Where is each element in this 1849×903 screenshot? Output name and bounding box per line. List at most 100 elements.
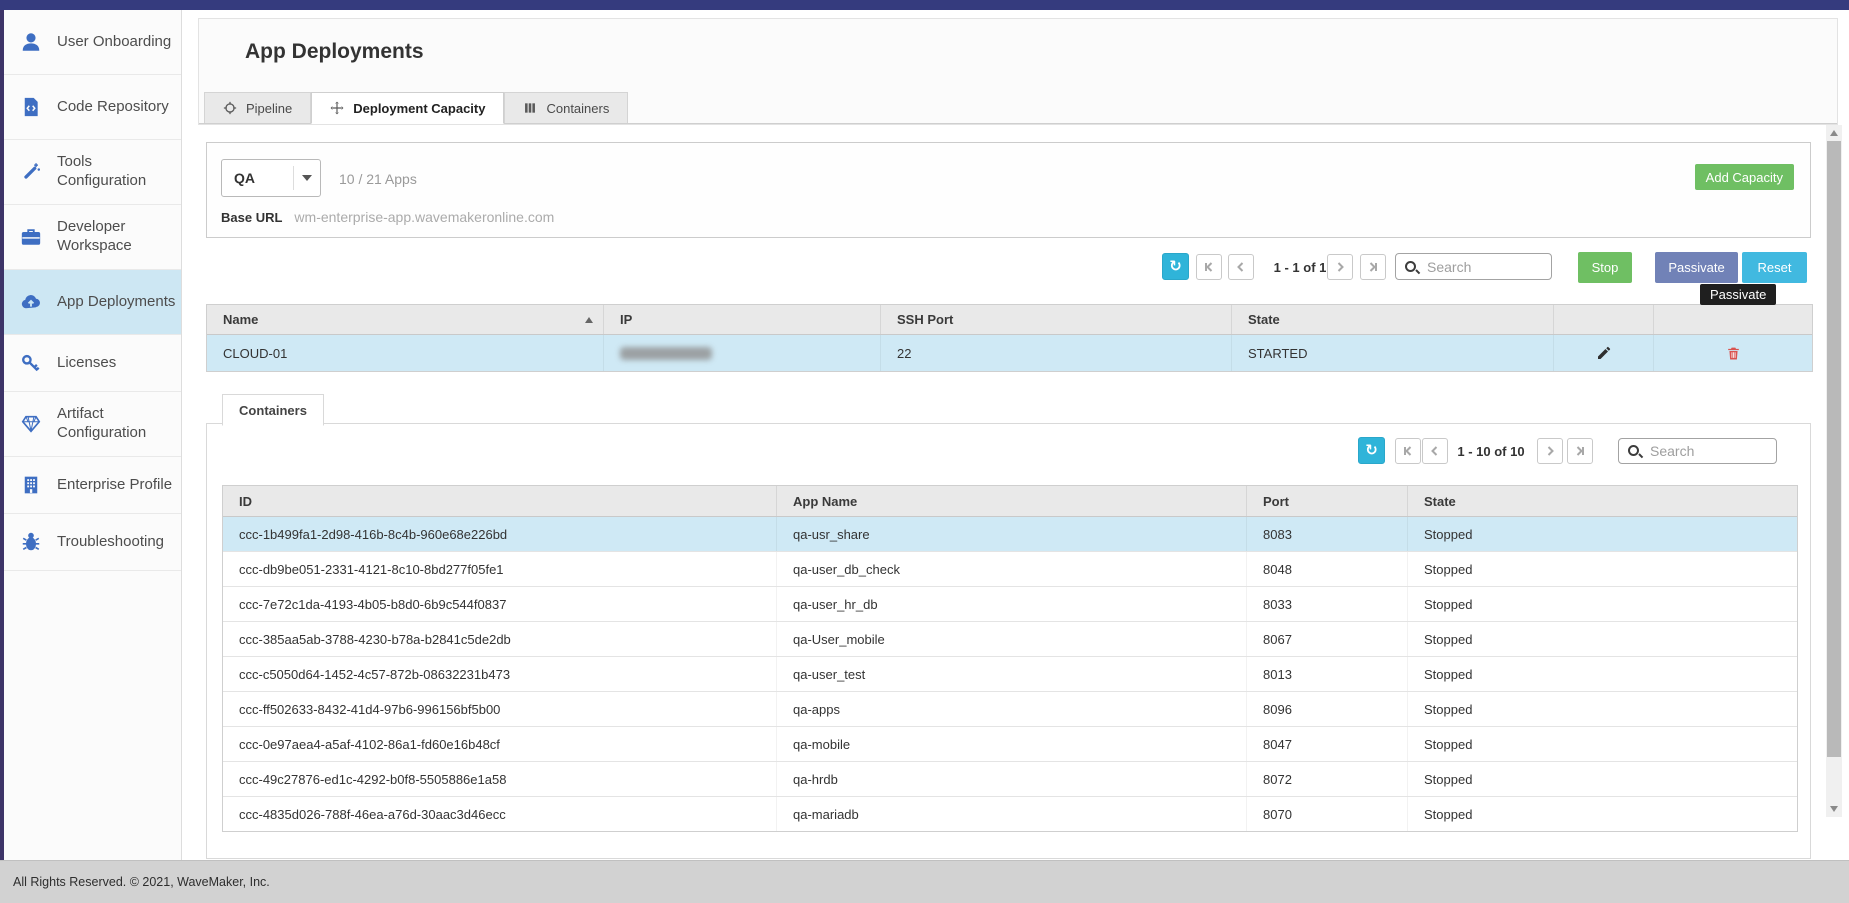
- containers-prev-page-button[interactable]: [1422, 438, 1448, 464]
- vm-last-page-button[interactable]: [1360, 254, 1386, 280]
- move-arrows-icon: [330, 101, 344, 115]
- left-edge-strip: [0, 0, 4, 860]
- vm-state-cell: STARTED: [1232, 335, 1554, 371]
- vm-col-ip[interactable]: IP: [604, 305, 881, 334]
- containers-col-port[interactable]: Port: [1247, 486, 1408, 516]
- vm-next-page-button[interactable]: [1327, 254, 1353, 280]
- main-content: App Deployments Pipeline Deployment Capa…: [183, 10, 1849, 860]
- container-port-cell: 8047: [1247, 727, 1408, 761]
- chevron-right-icon: [1337, 262, 1344, 272]
- container-state-cell: Stopped: [1424, 526, 1473, 542]
- sidebar-item-troubleshooting[interactable]: Troubleshooting: [0, 514, 181, 571]
- containers-col-state[interactable]: State: [1408, 486, 1797, 516]
- chevron-left-icon: [1237, 262, 1244, 272]
- containers-last-page-button[interactable]: [1567, 438, 1593, 464]
- stop-button[interactable]: Stop: [1578, 252, 1632, 283]
- containers-next-page-button[interactable]: [1537, 438, 1563, 464]
- chevron-down-icon: [302, 175, 312, 181]
- apps-count: 10 / 21 Apps: [339, 171, 417, 187]
- reset-button[interactable]: Reset: [1742, 252, 1807, 283]
- containers-col-app-name[interactable]: App Name: [777, 486, 1247, 516]
- containers-refresh-button[interactable]: ↻: [1358, 437, 1385, 464]
- scrollbar-thumb[interactable]: [1827, 141, 1841, 757]
- arrow-up-icon: [1830, 130, 1838, 136]
- sidebar-item-label: Troubleshooting: [57, 532, 165, 550]
- container-app-name-cell: qa-apps: [777, 692, 1247, 726]
- scroll-up-button[interactable]: [1826, 125, 1842, 141]
- vm-col-name[interactable]: Name: [207, 305, 604, 334]
- briefcase-icon: [18, 225, 44, 249]
- sidebar-item-app-deployments[interactable]: App Deployments: [0, 270, 181, 335]
- sidebar-item-enterprise-profile[interactable]: Enterprise Profile: [0, 457, 181, 514]
- containers-col-id[interactable]: ID: [223, 486, 777, 516]
- vm-first-page-button[interactable]: [1196, 254, 1222, 280]
- container-row[interactable]: ccc-0e97aea4-a5af-4102-86a1-fd60e16b48cf…: [223, 727, 1797, 762]
- container-port-cell: 8013: [1247, 657, 1408, 691]
- pencil-icon: [1597, 346, 1610, 359]
- tab-deployment-capacity[interactable]: Deployment Capacity: [311, 92, 505, 124]
- chevron-left-icon: [1431, 446, 1438, 456]
- vm-delete-cell: [1654, 335, 1812, 371]
- container-port-cell: 8067: [1247, 622, 1408, 656]
- containers-first-page-button[interactable]: [1395, 438, 1421, 464]
- container-state-cell: Stopped: [1424, 561, 1473, 577]
- vm-col-state[interactable]: State: [1232, 305, 1554, 334]
- container-id-cell: ccc-ff502633-8432-41d4-97b6-996156bf5b00: [223, 692, 777, 726]
- container-row[interactable]: ccc-c5050d64-1452-4c57-872b-08632231b473…: [223, 657, 1797, 692]
- passivate-tooltip: Passivate: [1700, 284, 1777, 305]
- vertical-scrollbar: [1826, 125, 1842, 817]
- page-header-card: App Deployments Pipeline Deployment Capa…: [198, 18, 1838, 125]
- edit-button[interactable]: [1596, 345, 1612, 361]
- user-icon: [18, 30, 44, 54]
- add-capacity-button[interactable]: Add Capacity: [1694, 164, 1794, 190]
- sidebar-item-developer-workspace[interactable]: Developer Workspace: [0, 205, 181, 270]
- vm-table-row[interactable]: CLOUD-01 22 STARTED: [207, 335, 1812, 371]
- footer: All Rights Reserved. © 2021, WaveMaker, …: [0, 860, 1849, 903]
- containers-search-input[interactable]: [1648, 442, 1768, 460]
- base-url-value: wm-enterprise-app.wavemakeronline.com: [294, 209, 555, 225]
- passivate-button[interactable]: Passivate: [1655, 252, 1738, 283]
- container-app-name-cell: qa-user_test: [777, 657, 1247, 691]
- vm-col-ssh-port[interactable]: SSH Port: [881, 305, 1232, 334]
- top-nav-bar: [0, 0, 1849, 10]
- delete-button[interactable]: [1726, 345, 1741, 362]
- container-id-cell: ccc-db9be051-2331-4121-8c10-8bd277f05fe1: [223, 552, 777, 586]
- building-icon: [18, 473, 44, 497]
- sidebar-item-user-onboarding[interactable]: User Onboarding: [0, 10, 181, 75]
- tab-label: Containers: [546, 100, 610, 116]
- columns-icon: [525, 103, 536, 113]
- container-app-name-cell: qa-usr_share: [777, 517, 1247, 551]
- scroll-down-button[interactable]: [1826, 801, 1842, 817]
- vm-col-actions-2: [1654, 305, 1812, 334]
- tab-pipeline[interactable]: Pipeline: [204, 92, 312, 123]
- vm-name-cell: CLOUD-01: [207, 335, 604, 371]
- vm-search-input[interactable]: [1425, 257, 1543, 276]
- chevron-right-icon: [1547, 446, 1554, 456]
- sidebar-item-licenses[interactable]: Licenses: [0, 335, 181, 392]
- container-row[interactable]: ccc-49c27876-ed1c-4292-b0f8-5505886e1a58…: [223, 762, 1797, 797]
- container-row[interactable]: ccc-1b499fa1-2d98-416b-8c4b-960e68e226bd…: [223, 517, 1797, 552]
- crosshairs-icon: [223, 101, 237, 115]
- footer-text: All Rights Reserved. © 2021, WaveMaker, …: [13, 875, 270, 889]
- container-row[interactable]: ccc-db9be051-2331-4121-8c10-8bd277f05fe1…: [223, 552, 1797, 587]
- col-label: State: [1424, 493, 1456, 509]
- vm-refresh-button[interactable]: ↻: [1162, 253, 1189, 280]
- environment-select[interactable]: QA: [221, 159, 321, 197]
- containers-subtab[interactable]: Containers: [222, 394, 324, 426]
- vm-prev-page-button[interactable]: [1228, 254, 1254, 280]
- sidebar-item-label: Enterprise Profile: [57, 475, 173, 493]
- container-port-cell: 8072: [1247, 762, 1408, 796]
- trash-icon: [1727, 347, 1739, 359]
- container-row[interactable]: ccc-4835d026-788f-46ea-a76d-30aac3d46ecc…: [223, 797, 1797, 831]
- vm-search-box: [1395, 253, 1552, 280]
- container-row[interactable]: ccc-385aa5ab-3788-4230-b78a-b2841c5de2db…: [223, 622, 1797, 657]
- container-app-name-cell: qa-User_mobile: [777, 622, 1247, 656]
- vm-edit-cell: [1554, 335, 1654, 371]
- tab-containers[interactable]: Containers: [504, 92, 629, 123]
- sidebar-item-code-repository[interactable]: Code Repository: [0, 75, 181, 140]
- sidebar-item-tools-configuration[interactable]: Tools Configuration: [0, 140, 181, 205]
- container-row[interactable]: ccc-7e72c1da-4193-4b05-b8d0-6b9c544f0837…: [223, 587, 1797, 622]
- container-row[interactable]: ccc-ff502633-8432-41d4-97b6-996156bf5b00…: [223, 692, 1797, 727]
- sidebar-item-artifact-configuration[interactable]: Artifact Configuration: [0, 392, 181, 457]
- sidebar-item-label: User Onboarding: [57, 32, 172, 50]
